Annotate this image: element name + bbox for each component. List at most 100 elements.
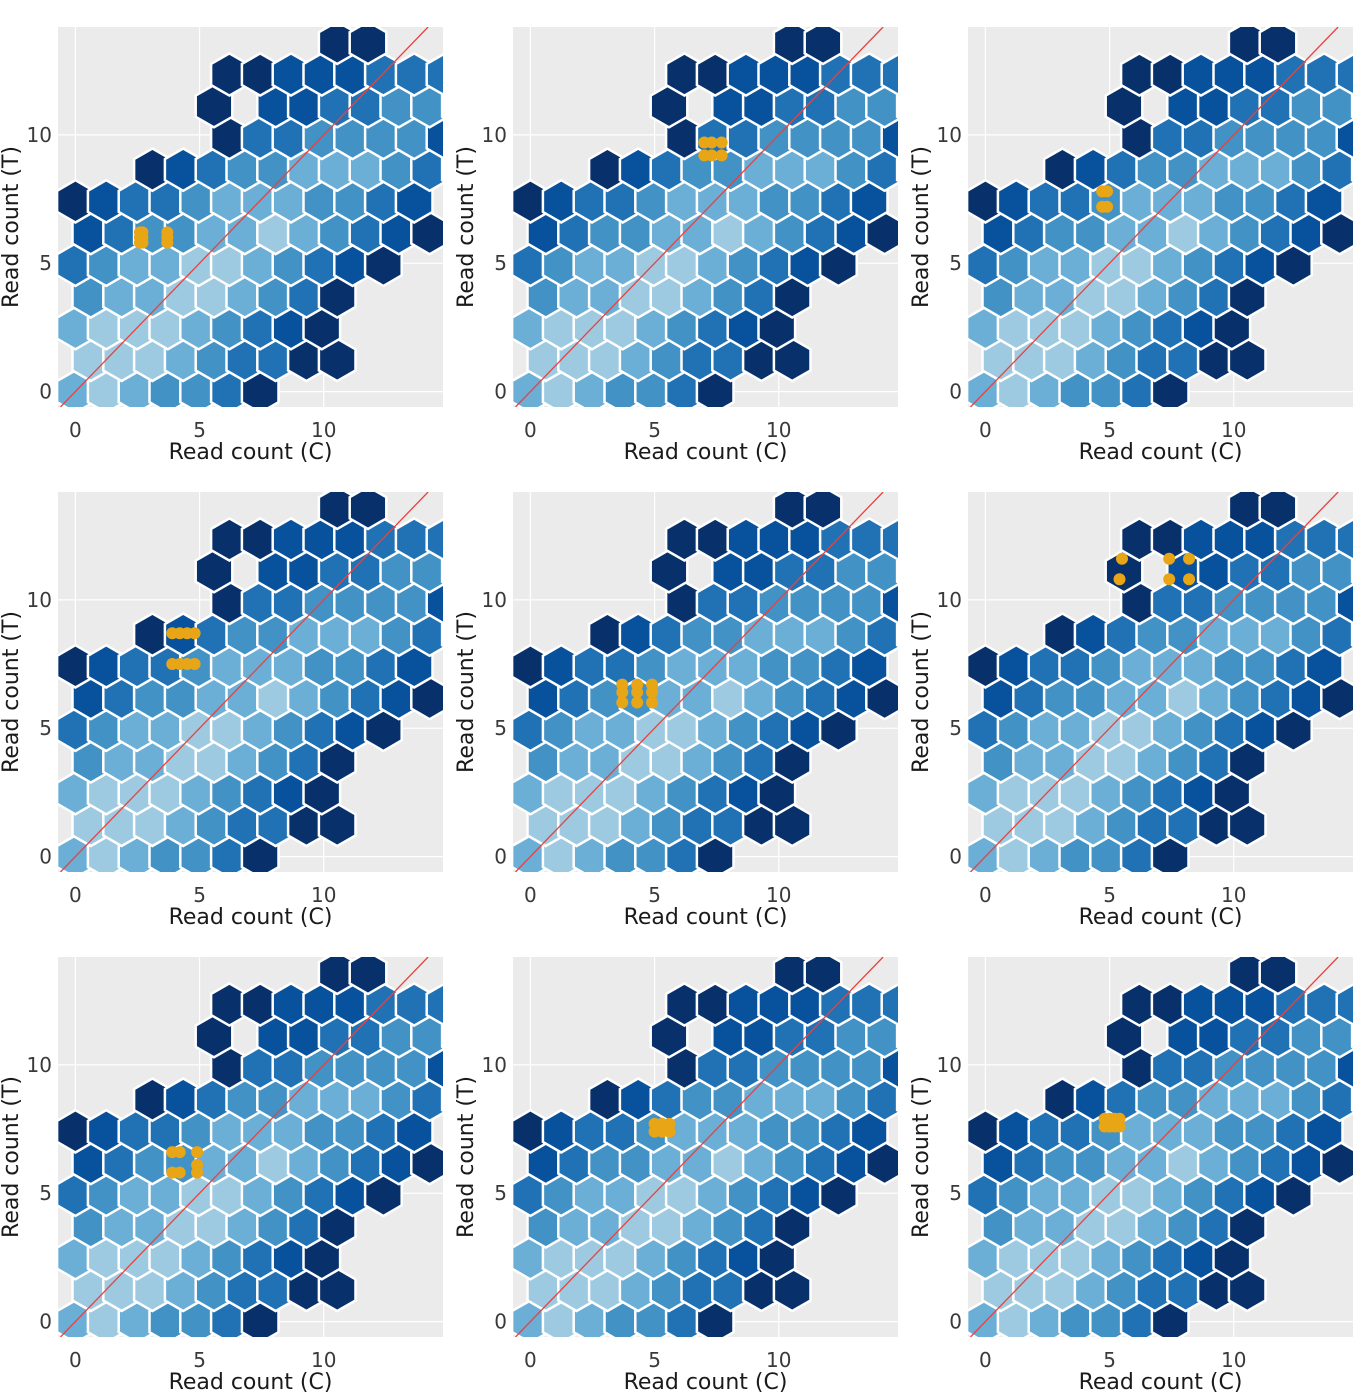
plot-area: [968, 957, 1353, 1337]
highlight-point: [1163, 573, 1176, 586]
hexbin-cell: [1227, 337, 1267, 383]
hexbin-cell: [410, 1077, 443, 1123]
hexbin-cell: [363, 242, 403, 288]
hexbin-cell: [880, 53, 898, 96]
hexbin-cell: [1150, 369, 1190, 407]
hexbin-cell: [1227, 273, 1267, 320]
hexbin-cell: [410, 675, 443, 721]
hexbin-cell: [394, 643, 434, 689]
hexbin-cell: [803, 492, 843, 531]
hexbin-cell: [458, 518, 495, 560]
hexbin-cell: [440, 622, 443, 648]
y-tick-label: 5: [949, 716, 962, 740]
y-axis-title: Read count (T): [0, 1076, 24, 1238]
hexbin-cell: [194, 1013, 234, 1059]
hexbin-cell: [410, 1140, 443, 1186]
y-axis-title: Read count (T): [0, 146, 24, 308]
hexbin-cell: [1258, 27, 1298, 66]
hexbin-cell: [317, 738, 357, 785]
hexbin-cell: [1227, 1267, 1267, 1313]
hexbin-cell: [865, 147, 898, 193]
hexbin-cell: [865, 1013, 898, 1059]
highlight-point: [1101, 200, 1114, 213]
hexbin-cell: [895, 1023, 898, 1049]
plot-area: [58, 27, 510, 407]
y-tick-label: 10: [937, 1053, 962, 1077]
x-tick-label: 10: [766, 1348, 791, 1372]
hexbin-cell: [772, 1203, 812, 1250]
reference-line: [970, 27, 1339, 407]
x-tick-label: 5: [193, 418, 206, 442]
y-tick-label: 10: [937, 123, 962, 147]
hexbin-cell: [1104, 83, 1144, 129]
x-tick-label: 5: [648, 883, 661, 907]
x-tick-label: 0: [69, 883, 82, 907]
reference-line: [60, 492, 429, 872]
x-tick-label: 0: [524, 883, 537, 907]
hexbin-cell: [194, 83, 234, 129]
hexbin-cell: [865, 1077, 898, 1123]
x-tick-label: 5: [1103, 418, 1116, 442]
hexbin-cell: [1350, 93, 1353, 119]
highlight-point: [173, 1166, 186, 1179]
reference-line: [60, 27, 429, 407]
hexbin-cell: [240, 834, 280, 872]
highlight-point: [631, 696, 644, 709]
hexbin-cell: [880, 983, 898, 1026]
hexbin-cell: [818, 242, 858, 288]
x-axis-title: Read count (C): [169, 905, 333, 930]
hexbin-cell: [803, 957, 843, 996]
highlight-point: [1163, 552, 1176, 565]
hexbin-cell: [410, 1013, 443, 1059]
y-tick-label: 0: [949, 1310, 962, 1334]
hexbin-cell: [394, 1108, 434, 1154]
x-tick-label: 5: [648, 1348, 661, 1372]
y-axis-title: Read count (T): [0, 611, 24, 773]
hexbin-cell: [1227, 802, 1267, 848]
plot-area: [58, 957, 510, 1337]
hexbin-cell: [928, 550, 965, 592]
hexbin-cell: [317, 802, 357, 848]
hexbin-cell: [913, 53, 950, 95]
x-tick-label: 0: [979, 883, 992, 907]
hexbin-cell: [649, 1013, 689, 1059]
hexbin-cell: [1212, 1235, 1252, 1281]
y-axis-title: Read count (T): [454, 1076, 479, 1238]
hexbin-cell: [240, 1299, 280, 1337]
hexbin-cell: [1304, 1108, 1344, 1154]
hexbin-cell: [302, 305, 342, 351]
hexbin-cell: [473, 550, 510, 592]
hexbin-cell: [1320, 83, 1353, 129]
x-tick-label: 0: [524, 418, 537, 442]
hexbin-cell: [473, 85, 510, 127]
x-tick-label: 10: [311, 418, 336, 442]
y-tick-label: 10: [482, 123, 507, 147]
highlight-point: [715, 136, 728, 149]
hexbin-cell: [458, 53, 495, 95]
hexbin-cell: [895, 622, 898, 648]
y-tick-label: 5: [39, 251, 52, 275]
x-tick-label: 0: [979, 1348, 992, 1372]
hexbin-cell: [757, 1235, 797, 1281]
hexbin-cell: [1227, 738, 1267, 785]
hexbin-cell: [1258, 957, 1298, 996]
plot-area: [513, 492, 965, 872]
y-tick-label: 0: [39, 845, 52, 869]
highlight-point: [161, 226, 174, 239]
hexbin-cell: [818, 1172, 858, 1218]
x-tick-label: 5: [1103, 883, 1116, 907]
y-tick-label: 10: [27, 123, 52, 147]
x-axis-title: Read count (C): [1079, 440, 1243, 465]
hexbin-cell: [895, 93, 898, 119]
y-tick-label: 5: [494, 716, 507, 740]
hexbin-cell: [440, 157, 443, 183]
hexbin-cell: [757, 305, 797, 351]
x-axis-title: Read count (C): [169, 1370, 333, 1395]
x-axis-title: Read count (C): [624, 1370, 788, 1395]
hexbin-cell: [1350, 622, 1353, 648]
hexbin-cell: [473, 1015, 510, 1057]
hexbin-cell: [458, 983, 495, 1025]
